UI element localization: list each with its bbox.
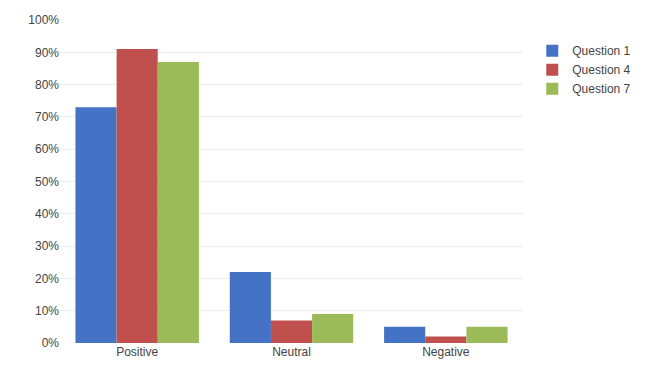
svg-text:50%: 50% xyxy=(35,175,59,189)
svg-text:60%: 60% xyxy=(35,142,59,156)
svg-text:40%: 40% xyxy=(35,207,59,221)
svg-text:0%: 0% xyxy=(42,336,60,350)
svg-text:30%: 30% xyxy=(35,239,59,253)
svg-text:Negative: Negative xyxy=(422,345,470,359)
svg-text:100%: 100% xyxy=(28,13,59,27)
svg-text:Question 4: Question 4 xyxy=(572,63,630,77)
svg-text:Positive: Positive xyxy=(116,345,158,359)
svg-text:90%: 90% xyxy=(35,46,59,60)
svg-text:Question 1: Question 1 xyxy=(572,44,630,58)
svg-text:70%: 70% xyxy=(35,110,59,124)
svg-text:80%: 80% xyxy=(35,78,59,92)
svg-text:Question 7: Question 7 xyxy=(572,82,630,96)
svg-text:10%: 10% xyxy=(35,304,59,318)
svg-text:20%: 20% xyxy=(35,272,59,286)
svg-text:Neutral: Neutral xyxy=(272,345,311,359)
